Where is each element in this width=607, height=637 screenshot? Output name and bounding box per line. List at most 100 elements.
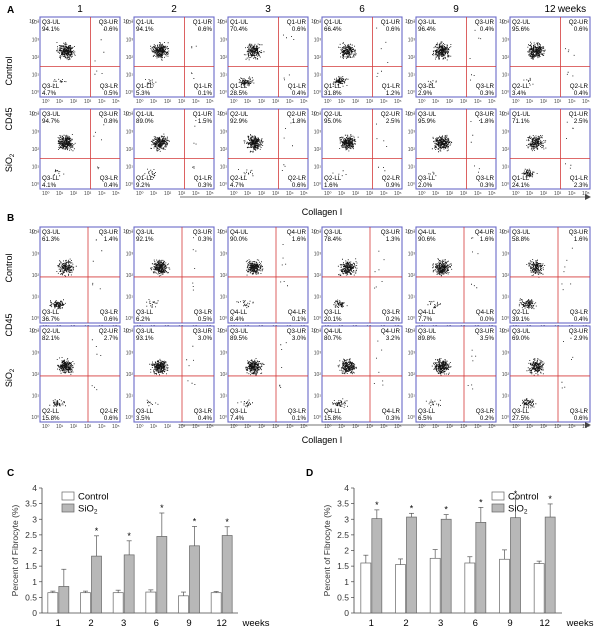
tick-label: 10² [502, 273, 510, 279]
quadrant-value: 0.4% [292, 90, 307, 97]
tick-label: 10⁻² [311, 19, 321, 25]
tick-label: 10⁻² [217, 111, 227, 117]
tick-label: 10² [408, 273, 416, 279]
tick-label: 10⁴ [125, 329, 133, 335]
tick-label: 10⁵ [394, 99, 402, 105]
tick-label: 10⁰ [136, 99, 144, 105]
quadrant-value: 2.0% [418, 182, 433, 189]
plot-frame [133, 16, 215, 98]
quadrant-name: Q1-UR [287, 19, 307, 26]
quadrant-value: 1.4% [104, 236, 119, 243]
plot-frame [321, 325, 403, 423]
quadrant-name: Q3-UR [193, 229, 213, 236]
bar-control [499, 558, 510, 614]
tick-label: 10³ [126, 130, 134, 136]
flow-plot: 10⁻²10⁰10¹10²10³10⁴10⁰10¹10²10³10⁴10⁵Q3-… [499, 325, 591, 430]
tick-label: 10¹ [220, 73, 228, 79]
tick-label: 10⁻² [311, 111, 321, 117]
tick-label: 10⁴ [219, 329, 227, 335]
tick-label: 10⁵ [112, 424, 120, 430]
tick-label: 10² [314, 372, 322, 378]
quadrant-value: 94.7% [42, 118, 60, 125]
tick-label: 10² [446, 191, 454, 197]
quadrant-name: Q4-LR [476, 309, 495, 316]
plot-frame [509, 325, 591, 423]
tick-label: 10³ [32, 351, 40, 357]
bar-sio2 [475, 522, 487, 614]
tick-label: 10⁵ [300, 191, 308, 197]
legend-label-sio2: SiO2 [508, 504, 528, 516]
tick-label: 10¹ [432, 99, 440, 105]
quadrant-value: 1.6% [480, 236, 495, 243]
quadrant-name: Q3-LR [100, 83, 119, 90]
quadrant-name: Q2-LR [382, 175, 401, 182]
tick-label: 10¹ [502, 394, 510, 400]
quadrant-value: 0.0% [480, 316, 495, 323]
quadrant-name: Q4-LR [382, 408, 401, 415]
tick-label: 10⁻² [29, 19, 39, 25]
scatter-dots [520, 337, 574, 409]
quadrant-value: 0.4% [480, 26, 495, 33]
marker-cd45-a: CD45 [4, 107, 14, 130]
quadrant-name: Q1-LR [570, 175, 589, 182]
tick-label: 10⁰ [407, 316, 415, 322]
quadrant-value: 90.6% [418, 236, 436, 243]
tick-label: 10¹ [408, 73, 416, 79]
tick-label: 10⁰ [219, 182, 227, 188]
flow-plot: 10⁻²10⁰10¹10²10³10⁴10⁰10¹10²10³10⁴10⁵Q3-… [123, 226, 215, 331]
y-tick-label: 1 [344, 577, 349, 587]
tick-label: 10⁻² [499, 19, 509, 25]
tick-label: 10⁵ [488, 424, 496, 430]
bar-sio2 [58, 586, 70, 614]
tick-label: 10⁵ [206, 99, 214, 105]
tick-label: 10³ [366, 424, 374, 430]
arrowhead-icon [585, 194, 591, 200]
bar-control [210, 592, 222, 614]
flow-plot: 10⁻² 10⁰ 10¹ 10² 10³ 10⁴ 10⁰ 10¹ 10² 10³ 10⁴ 10⁵ Q1-… [217, 16, 309, 105]
quadrant-name: Q3-UR [287, 328, 307, 335]
x-tick-label: 1 [56, 618, 61, 629]
tick-label: 10⁰ [230, 424, 238, 430]
quadrant-value: 95.9% [418, 118, 436, 125]
tick-label: 10² [164, 191, 172, 197]
tick-label: 10⁰ [42, 424, 50, 430]
quadrant-value: 2.9% [418, 90, 433, 97]
quadrant-name: Q2-LL [324, 175, 342, 182]
quadrant-value: 0.4% [574, 90, 589, 97]
tick-label: 10³ [84, 99, 92, 105]
tick-label: 10⁻² [405, 229, 415, 235]
legend-swatch-control [491, 491, 505, 501]
tick-label: 10⁴ [501, 112, 509, 118]
x-axis-title: weeks [242, 618, 270, 629]
bar-sio2 [371, 518, 383, 614]
quadrant-name: Q3-UL [136, 229, 155, 236]
tick-label: 10¹ [502, 295, 510, 301]
tick-label: 10² [314, 273, 322, 279]
tick-label: 10¹ [126, 73, 134, 79]
quadrant-value: 0.5% [198, 316, 213, 323]
quadrant-name: Q3-UR [475, 328, 495, 335]
tick-label: 10⁵ [394, 424, 402, 430]
bar-control [80, 592, 91, 614]
week-header-label: 1 [77, 4, 83, 15]
tick-label: 10⁰ [324, 99, 332, 105]
tick-label: 10⁰ [418, 99, 426, 105]
tick-label: 10² [126, 372, 134, 378]
tick-label: 10⁴ [31, 230, 39, 236]
tick-label: 10¹ [526, 424, 534, 430]
tick-label: 10⁵ [300, 424, 308, 430]
quadrant-name: Q3-UR [569, 328, 589, 335]
y-tick-label: 0 [344, 608, 349, 618]
quadrant-name: Q3-UR [475, 19, 495, 26]
quadrant-value: 0.6% [292, 182, 307, 189]
plot-frame [509, 108, 591, 190]
tick-label: 10⁰ [125, 316, 133, 322]
quadrant-name: Q4-LL [324, 408, 342, 415]
tick-label: 10⁰ [313, 415, 321, 421]
weeks-word-a: weeks [557, 4, 586, 15]
plot-frame [321, 16, 403, 98]
flow-plot: 10⁻² 10⁰ 10¹ 10² 10³ 10⁴ 10⁰ 10¹ 10² 10³ 10⁴ 10⁵ Q2-… [499, 16, 591, 105]
quadrant-name: Q3-LR [570, 408, 589, 415]
scatter-dots [53, 29, 105, 86]
